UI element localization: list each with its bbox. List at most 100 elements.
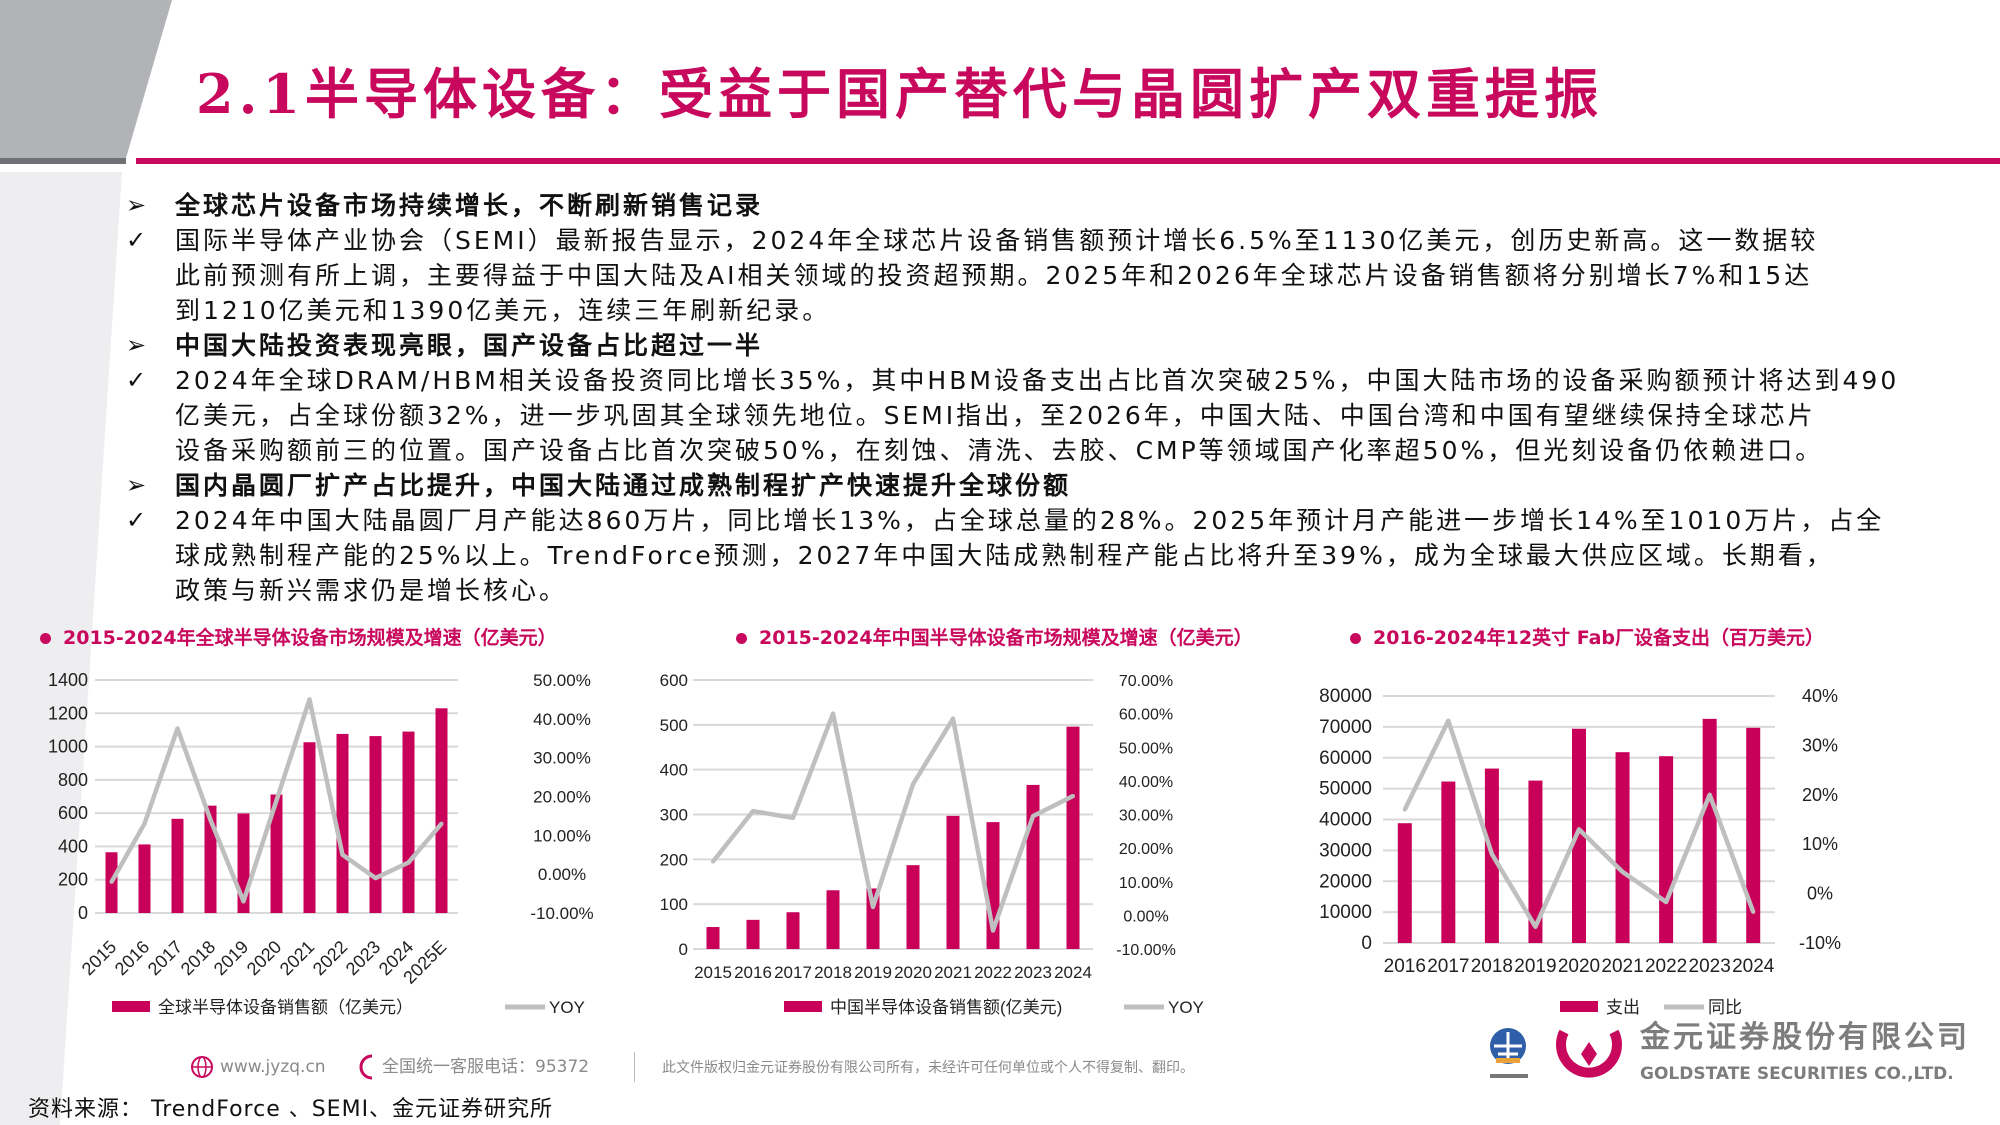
x-tick-label: 2022 [309,937,351,979]
x-tick-label: 2020 [243,937,285,979]
x-tick-label: 2015 [78,937,120,979]
yoy-point-2021 [1620,869,1625,874]
y-left-tick-label: 1000 [48,737,88,757]
y-right-tick-label: 40.00% [1119,774,1173,791]
y-left-tick-label: 40000 [1319,810,1372,831]
x-tick-label: 2021 [276,937,318,979]
x-tick-label: 2024 [1054,963,1092,982]
bar-2025E [435,708,448,913]
bar-2016 [746,919,760,949]
bar-2023 [1702,718,1717,943]
yoy-point-2018 [1489,852,1494,857]
company-name-en: GOLDSTATE SECURITIES CO.,LTD. [1640,1064,1954,1084]
yoy-point-2022 [1664,899,1669,904]
y-right-tick-label: 30.00% [1119,808,1173,825]
bar-2017 [1441,781,1456,943]
arrow-bullet-icon: ➢ [126,331,150,359]
website-text: www.jyzq.cn [220,1057,326,1077]
x-tick-label: 2016 [111,937,153,979]
bar-2023 [1026,784,1040,949]
yoy-point-2019 [871,904,875,909]
yoy-point-2022 [340,852,345,857]
yoy-point-2015 [109,879,114,884]
x-tick-label: 2018 [177,937,219,979]
x-tick-label: 2019 [210,937,252,979]
legend-line-label: 同比 [1708,998,1742,1017]
yoy-point-2016 [142,821,147,826]
yoy-point-2023 [1031,814,1035,819]
y-left-tick-label: 0 [78,903,88,923]
yoy-point-2021 [951,716,955,721]
body-text: ➢ 全球芯片设备市场持续增长，不断刷新销售记录 ✓ 国际半导体产业协会（SEMI）最新… [120,188,1896,608]
bar-2022 [1659,756,1674,943]
arrow-bullet-icon: ➢ [126,471,150,499]
paragraph-text: 设备采购额前三的位置。国产设备占比首次突破50%，在刻蚀、清洗、去胶、CMP等领… [175,436,1824,465]
yoy-point-2015 [711,859,715,864]
y-left-tick-label: 500 [660,716,688,735]
y-right-tick-label: -10% [1799,933,1841,953]
yoy-point-2020 [911,782,915,787]
legend-bar-label: 中国半导体设备销售额(亿美元) [830,998,1062,1017]
bar-2023 [369,736,382,913]
bullet-dot-icon [40,633,51,644]
section-heading: ➢ 全球芯片设备市场持续增长，不断刷新销售记录 [120,188,1820,223]
yoy-point-2017 [791,815,795,820]
y-left-tick-label: 70000 [1319,717,1372,738]
paragraph-line: 设备采购额前三的位置。国产设备占比首次突破50%，在刻蚀、清洗、去胶、CMP等领… [120,433,1820,468]
bar-2020 [906,865,920,949]
paragraph-text: 亿美元，占全球份额32%，进一步巩固其全球领先地位。SEMI指出，至2026年，… [175,401,1816,430]
yoy-point-2021 [307,697,312,702]
yoy-point-2024 [1751,909,1756,914]
x-tick-label: 2023 [1014,963,1052,982]
yoy-point-2025E [439,821,444,826]
paragraph-text: 到1210亿美元和1390亿美元，连续三年刷新纪录。 [175,296,831,325]
y-left-tick-label: 30000 [1319,840,1372,861]
y-left-tick-label: 300 [660,806,688,825]
gray-corner-shape [0,0,172,158]
x-tick-label: 2022 [1645,956,1687,977]
bar-2024 [1746,727,1761,943]
y-right-tick-label: 10.00% [1119,875,1173,892]
y-left-tick-label: 0 [679,940,688,959]
y-right-tick-label: -10.00% [1116,942,1176,959]
x-tick-label: 2019 [1514,956,1556,977]
y-left-tick-label: 800 [58,770,88,790]
y-right-tick-label: 0.00% [1123,908,1168,925]
x-tick-label: 2018 [814,963,852,982]
section-heading-text: 国内晶圆厂扩产占比提升，中国大陆通过成熟制程扩产快速提升全球份额 [175,471,1072,500]
y-right-tick-label: 70.00% [1119,673,1173,690]
y-right-tick-label: 50.00% [1119,740,1173,757]
x-tick-label: 2021 [934,963,972,982]
yoy-point-2018 [831,711,835,716]
check-bullet-icon: ✓ [126,366,150,394]
y-left-tick-label: 0 [1361,933,1372,954]
yoy-point-2020 [1577,827,1581,832]
section-heading: ➢ 国内晶圆厂扩产占比提升，中国大陆通过成熟制程扩产快速提升全球份额 [120,468,1820,503]
chart-2: 0 100 200 300 400 500 600 -10.00% 0.00% 10.00% 20.… [660,671,1204,1017]
y-left-tick-label: 400 [58,836,88,856]
title-underline [136,158,2000,164]
y-right-tick-label: 0.00% [538,865,586,884]
y-left-tick-label: 80000 [1319,686,1372,707]
y-left-tick-label: 60000 [1319,748,1372,769]
bar-2022 [336,733,349,913]
yoy-point-2024 [1071,794,1075,799]
x-tick-label: 2023 [342,937,384,979]
yoy-point-2022 [991,928,995,933]
y-right-tick-label: 10.00% [533,826,591,845]
x-tick-label: 2020 [1558,956,1600,977]
check-bullet-icon: ✓ [126,226,150,254]
y-left-tick-label: 600 [58,803,88,823]
y-right-tick-label: 30% [1802,735,1838,755]
bar-2021 [303,742,316,913]
bar-2024 [402,731,415,913]
paragraph-text: 国际半导体产业协会（SEMI）最新报告显示，2024年全球芯片设备销售额预计增长… [175,226,1819,255]
legend-bar-label: 全球半导体设备销售额（亿美元） [158,998,413,1017]
yoy-point-2018 [208,817,213,822]
y-right-tick-label: -10.00% [530,904,593,923]
bar-2017 [786,912,800,949]
bar-2018 [826,890,840,949]
check-bullet-icon: ✓ [126,506,150,534]
copyright-text: 此文件版权归金元证券股份有限公司所有，未经许可任何单位或个人不得复制、翻印。 [662,1060,1194,1076]
